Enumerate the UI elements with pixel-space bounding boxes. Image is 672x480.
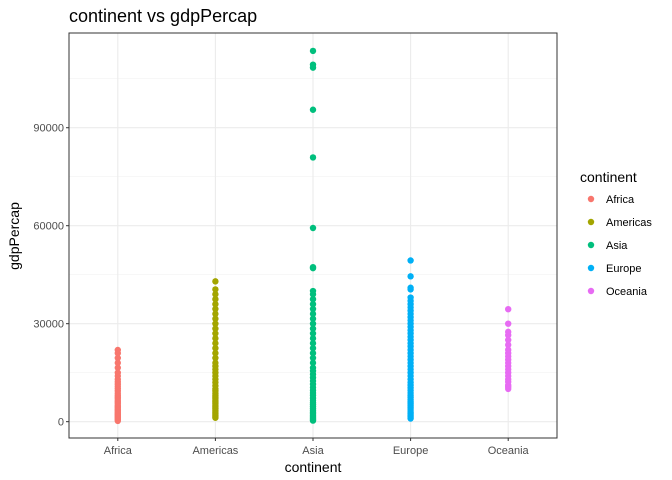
- data-point: [114, 364, 122, 371]
- data-point: [114, 354, 122, 362]
- data-point: [309, 300, 317, 308]
- data-point: [212, 278, 219, 285]
- data-point: [309, 325, 317, 332]
- data-point: [212, 300, 219, 308]
- data-point: [114, 359, 122, 367]
- data-point: [114, 369, 122, 376]
- data-point: [212, 305, 219, 313]
- data-point: [505, 320, 512, 327]
- data-point: [212, 325, 219, 332]
- data-point: [407, 294, 414, 301]
- series-africa: [114, 346, 122, 425]
- data-point: [309, 349, 317, 357]
- data-point: [212, 286, 219, 293]
- data-point: [505, 341, 512, 349]
- x-axis-title: continent: [285, 459, 342, 475]
- legend-key: [587, 241, 595, 249]
- legend-key: [587, 195, 595, 203]
- data-point: [309, 295, 317, 303]
- data-point: [309, 344, 317, 352]
- legend-label: Asia: [606, 240, 628, 252]
- data-point: [309, 315, 317, 322]
- y-tick-label: 90000: [33, 123, 64, 135]
- data-point: [505, 306, 512, 313]
- x-tick-label: Oceania: [488, 445, 530, 457]
- data-point: [212, 320, 219, 327]
- data-point: [309, 106, 317, 113]
- data-point: [212, 340, 219, 347]
- y-axis: 0 30000 60000 90000: [33, 123, 69, 429]
- data-point: [309, 263, 317, 271]
- y-axis-title: gdpPercap: [6, 202, 22, 270]
- x-tick-label: Africa: [104, 445, 133, 457]
- data-point: [309, 335, 317, 342]
- x-tick-label: Asia: [302, 445, 324, 457]
- data-point: [309, 61, 317, 68]
- data-point: [212, 344, 219, 352]
- data-point: [212, 354, 219, 362]
- data-point: [309, 364, 317, 371]
- data-point: [407, 284, 414, 291]
- data-point: [309, 354, 317, 362]
- data-point: [505, 328, 512, 336]
- data-point: [309, 305, 317, 313]
- data-point: [212, 330, 219, 337]
- series-asia: [309, 47, 317, 424]
- legend-label: Oceania: [606, 286, 648, 298]
- data-point: [407, 273, 414, 280]
- data-point: [309, 320, 317, 327]
- legend-label: Americas: [606, 217, 652, 229]
- data-point: [309, 359, 317, 367]
- data-point: [309, 330, 317, 337]
- data-point: [114, 346, 122, 354]
- legend-label: Africa: [606, 194, 635, 206]
- data-point: [309, 310, 317, 318]
- data-point: [212, 291, 219, 298]
- data-point: [309, 154, 317, 161]
- data-point: [212, 335, 219, 342]
- data-point: [309, 287, 317, 295]
- legend-key: [587, 218, 595, 226]
- data-points: [114, 47, 512, 425]
- legend-key: [587, 264, 595, 272]
- y-tick-label: 60000: [33, 221, 64, 233]
- data-point: [212, 349, 219, 357]
- data-point: [309, 224, 317, 232]
- legend-title: continent: [580, 169, 637, 185]
- series-americas: [212, 278, 219, 421]
- data-point: [407, 257, 414, 264]
- x-axis: Africa Americas Asia Europe Oceania: [104, 438, 530, 457]
- data-point: [212, 315, 219, 322]
- series-oceania: [505, 306, 512, 393]
- data-point: [309, 340, 317, 347]
- y-tick-label: 30000: [33, 319, 64, 331]
- data-point: [212, 310, 219, 318]
- legend-label: Europe: [606, 263, 641, 275]
- series-europe: [407, 257, 414, 422]
- x-tick-label: Europe: [393, 445, 428, 457]
- data-point: [212, 295, 219, 303]
- legend-key: [587, 287, 595, 295]
- data-point: [309, 47, 317, 55]
- data-point: [505, 346, 512, 354]
- y-tick-label: 0: [58, 417, 64, 429]
- legend: continent Africa Americas Asia Europe Oceani…: [580, 169, 652, 298]
- data-point: [505, 336, 512, 344]
- chart-title: continent vs gdpPercap: [69, 6, 257, 26]
- x-tick-label: Americas: [192, 445, 238, 457]
- data-point: [212, 359, 219, 367]
